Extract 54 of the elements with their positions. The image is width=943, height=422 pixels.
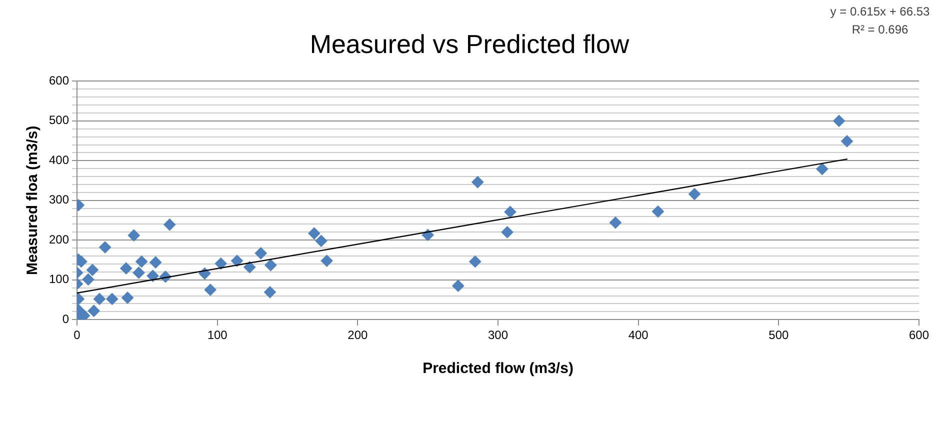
x-axis-title: Predicted flow (m3/s) xyxy=(422,360,574,378)
point xyxy=(833,114,846,127)
point xyxy=(146,270,159,282)
point xyxy=(320,254,333,267)
point xyxy=(688,188,700,200)
point xyxy=(501,226,514,238)
point xyxy=(136,256,148,268)
y-tick-label: 100 xyxy=(48,272,70,286)
x-tick-label: 0 xyxy=(74,328,81,342)
y-tick-label: 500 xyxy=(48,113,70,128)
point xyxy=(264,259,277,272)
point xyxy=(315,234,328,247)
text: R² = 0.696 xyxy=(852,22,909,36)
point xyxy=(214,258,227,270)
point xyxy=(88,304,100,317)
point xyxy=(164,218,176,231)
point xyxy=(150,256,162,268)
point xyxy=(86,264,98,276)
y-tick-label: 600 xyxy=(48,74,70,88)
y-tick-label: 300 xyxy=(48,192,70,207)
point xyxy=(264,286,276,298)
point xyxy=(469,256,482,268)
point xyxy=(132,266,145,279)
point xyxy=(122,292,134,304)
x-tick-label: 100 xyxy=(207,328,228,342)
point xyxy=(472,176,484,188)
point xyxy=(204,284,216,296)
x-tick-label: 500 xyxy=(768,328,789,342)
y-tick-label: 200 xyxy=(48,232,70,246)
point xyxy=(254,247,267,260)
point xyxy=(231,254,243,267)
point xyxy=(82,273,94,286)
point xyxy=(308,227,320,240)
y-tick-label: 400 xyxy=(48,152,70,167)
point xyxy=(504,206,516,218)
point xyxy=(93,292,106,305)
y-tick-label: 0 xyxy=(62,312,70,326)
point xyxy=(452,280,464,292)
point xyxy=(816,163,828,176)
point xyxy=(609,216,622,229)
point xyxy=(120,262,132,274)
point xyxy=(99,241,112,254)
point xyxy=(841,135,854,148)
x-tick-label: 200 xyxy=(348,328,368,342)
point xyxy=(128,229,140,242)
point xyxy=(244,261,256,274)
x-tick-label: 300 xyxy=(488,328,508,342)
y-axis-title: Measured floa (m3/s) xyxy=(24,126,42,276)
x-tick-label: 600 xyxy=(908,328,930,342)
chart-title: Measured vs Predicted flow xyxy=(310,28,630,59)
point xyxy=(106,292,118,305)
point xyxy=(652,206,664,218)
text: y = 0.615x + 66.53 xyxy=(830,4,930,18)
x-tick-label: 400 xyxy=(628,328,649,342)
